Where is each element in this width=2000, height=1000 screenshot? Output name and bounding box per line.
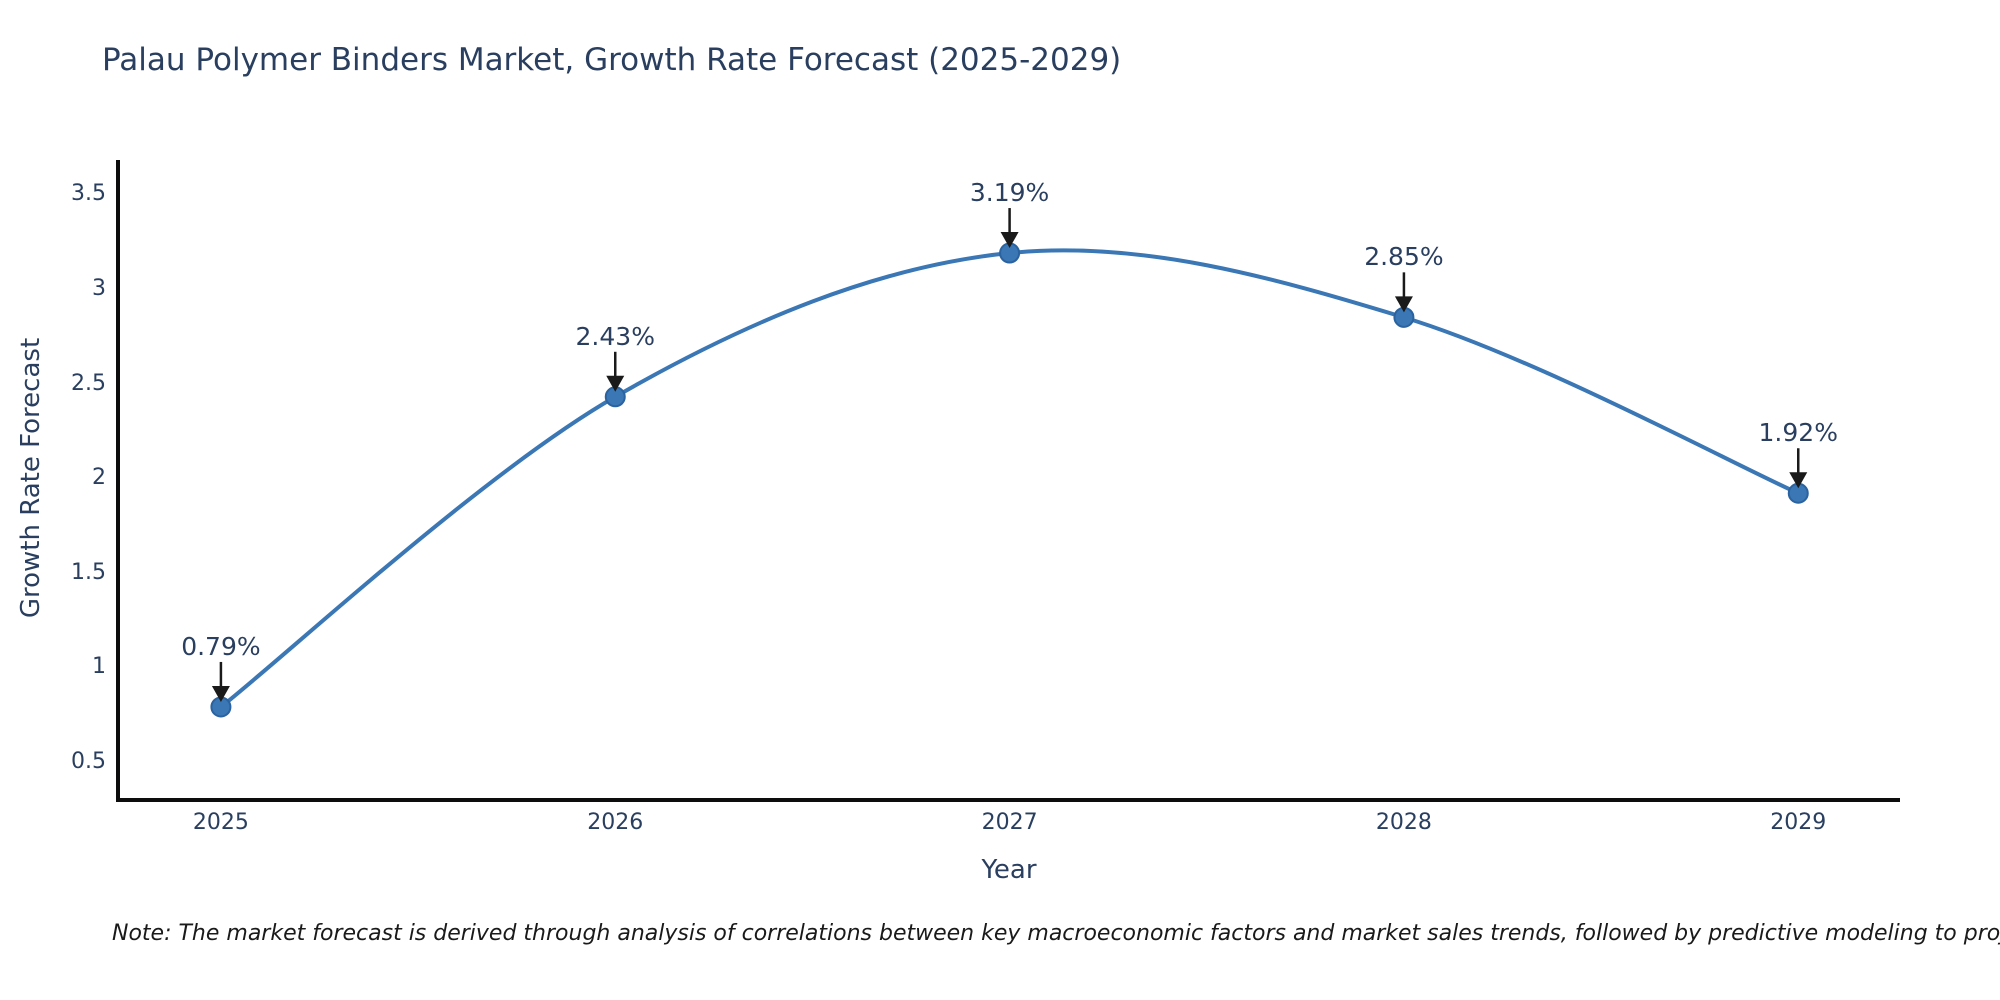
x-tick-label: 2029: [1770, 810, 1827, 835]
y-tick-label: 3: [92, 275, 106, 301]
data-point-value-label: 0.79%: [181, 631, 261, 661]
data-point-value-label: 1.92%: [1758, 418, 1838, 448]
footnote-text: Note: The market forecast is derived thr…: [112, 921, 2000, 946]
x-tick-label: 2028: [1375, 810, 1432, 835]
forecast-line-series: [218, 248, 1801, 709]
x-tick-label: 2027: [981, 810, 1038, 835]
x-tick-label: 2025: [192, 810, 249, 835]
annotation-arrow-head: [211, 685, 230, 702]
y-tick-label: 2.5: [71, 370, 106, 396]
y-tick-label: 1: [92, 654, 106, 680]
annotation-arrow-head: [1394, 296, 1413, 313]
y-tick-label: 0.5: [71, 748, 106, 774]
data-point-value-label: 2.85%: [1364, 242, 1444, 272]
data-point-value-label: 3.19%: [969, 178, 1050, 208]
data-point-value-label: 2.43%: [575, 321, 655, 351]
annotation-arrow-head: [1789, 472, 1808, 489]
y-tick-label: 3.5: [71, 181, 106, 207]
x-axis-title: Year: [981, 855, 1037, 885]
annotation-arrow-head: [1000, 232, 1019, 249]
y-tick-label: 2: [92, 465, 106, 491]
annotation-arrow-head: [606, 375, 625, 392]
chart-title: Palau Polymer Binders Market, Growth Rat…: [102, 42, 1122, 78]
x-tick-label: 2026: [587, 810, 644, 835]
y-tick-label: 1.5: [71, 559, 106, 585]
